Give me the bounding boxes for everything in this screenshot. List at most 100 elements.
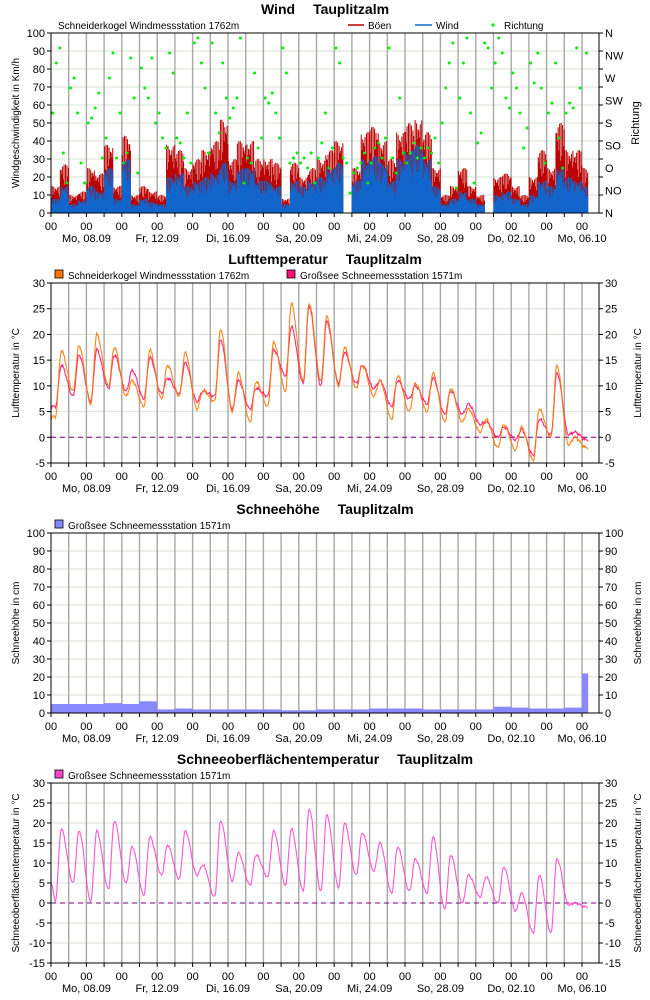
wind-bar <box>263 190 265 213</box>
wind-bar <box>56 199 58 213</box>
gust-bar <box>449 186 452 213</box>
wind-bar <box>370 165 372 213</box>
wind-bar <box>199 180 202 213</box>
y2-axis-title: Schneehöhe in cm <box>633 582 644 665</box>
wind-bar <box>306 190 308 213</box>
gust-bar <box>575 163 577 213</box>
wind-bar <box>269 185 271 213</box>
wind-bar <box>519 199 521 213</box>
wind-bar <box>539 182 541 213</box>
wind-bar <box>496 200 498 213</box>
gust-bar <box>535 177 537 213</box>
gust-bar <box>172 146 174 213</box>
y-tick-label: 50 <box>33 618 45 630</box>
wind-bar <box>583 187 585 213</box>
direction-point <box>419 146 423 150</box>
gust-bar <box>579 150 581 213</box>
gust-bar <box>580 151 582 213</box>
wind-bar <box>138 204 140 213</box>
gust-bar <box>442 199 444 213</box>
gust-bar <box>337 142 339 213</box>
wind-bar <box>585 196 587 213</box>
wind-bar <box>477 204 479 213</box>
wind-bar <box>258 189 260 213</box>
direction-point <box>507 106 511 110</box>
wind-bar <box>163 204 165 213</box>
wind-bar <box>174 173 176 213</box>
y2-tick-label: 0 <box>605 708 611 720</box>
wind-bar <box>125 174 127 213</box>
wind-bar <box>570 187 572 213</box>
wind-bar <box>296 193 298 213</box>
wind-bar <box>144 198 146 213</box>
wind-bar <box>285 204 287 213</box>
x-hour-label: 00 <box>328 971 340 983</box>
wind-bar <box>341 174 343 213</box>
wind-bar <box>460 192 462 213</box>
wind-bar <box>91 196 93 213</box>
wind-bar <box>295 181 297 213</box>
wind-bar <box>536 197 538 213</box>
wind-bar <box>169 193 171 213</box>
wind-bar <box>379 162 381 213</box>
wind-bar <box>584 193 586 213</box>
gust-bar <box>397 135 399 213</box>
y2-tick-label: -10 <box>605 938 621 950</box>
wind-bar <box>85 200 87 213</box>
wind-bar <box>505 195 507 213</box>
gust-bar <box>503 173 505 213</box>
chart-title: Wind Tauplitzalm <box>261 1 389 17</box>
wind-bar <box>156 202 158 213</box>
y-axis-title: Lufttemperatur in °C <box>11 328 22 418</box>
direction-point <box>281 46 285 50</box>
x-hour-label: 00 <box>293 221 305 233</box>
wind-bar <box>276 193 278 213</box>
y-tick-label: 20 <box>33 172 45 184</box>
snow-depth-bar <box>68 704 87 713</box>
x-hour-label: 00 <box>222 971 234 983</box>
wind-bar <box>415 145 417 213</box>
wind-bar <box>282 204 284 213</box>
gust-bar <box>68 195 70 213</box>
wind-bar <box>452 198 454 213</box>
gust-bar <box>530 178 532 213</box>
wind-bar <box>177 181 179 213</box>
direction-point <box>529 61 533 65</box>
x-hour-label: 00 <box>222 721 234 733</box>
wind-bar <box>470 198 472 213</box>
direction-point <box>398 96 402 100</box>
wind-bar <box>255 183 257 213</box>
legend-label: Großsee Schneemessstation 1571m <box>68 521 230 532</box>
direction-point <box>93 106 97 110</box>
direction-point <box>277 136 281 140</box>
wind-bar <box>217 186 219 213</box>
wind-bar <box>200 194 202 213</box>
wind-bar <box>542 187 544 213</box>
wind-bar <box>115 203 117 213</box>
direction-point <box>320 141 324 145</box>
direction-point <box>376 141 380 145</box>
gust-bar <box>146 189 148 213</box>
wind-bar <box>224 184 226 213</box>
wind-bar <box>396 173 398 213</box>
gust-bar <box>166 144 168 213</box>
wind-bar <box>457 201 459 213</box>
wind-bar <box>511 203 513 213</box>
x-hour-label: 00 <box>45 721 57 733</box>
y-tick-label: 0 <box>39 898 45 910</box>
gust-bar <box>212 154 214 213</box>
wind-bar <box>573 180 575 213</box>
direction-point <box>238 36 242 40</box>
wind-bar <box>168 177 170 213</box>
y-tick-label: 70 <box>33 582 45 594</box>
gust-bar <box>513 188 515 213</box>
wind-bar <box>301 186 303 213</box>
gust-bar <box>587 172 589 213</box>
gust-bar <box>531 180 533 213</box>
wind-bar <box>424 172 426 213</box>
wind-bar <box>474 202 476 213</box>
wind-bar <box>315 180 317 213</box>
wind-bar <box>366 165 368 213</box>
wind-bar <box>261 193 263 213</box>
gust-bar <box>78 193 80 213</box>
